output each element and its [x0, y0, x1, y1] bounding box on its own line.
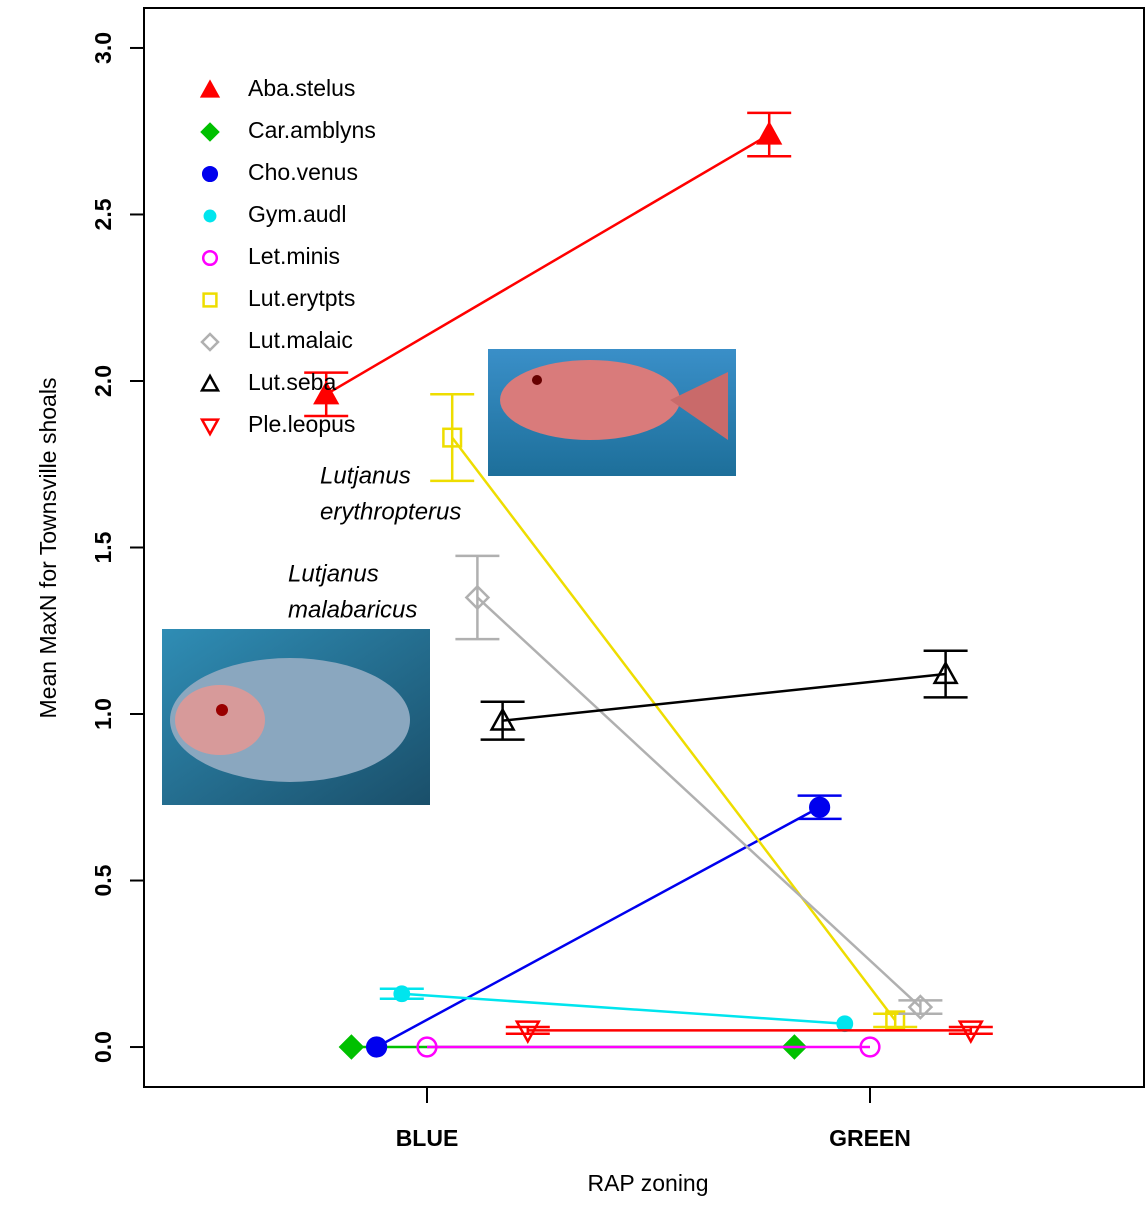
legend-marker — [201, 249, 219, 267]
x-tick-label: BLUE — [396, 1125, 459, 1151]
annotation: Lutjanus — [320, 462, 411, 489]
series-line — [476, 596, 922, 1008]
y-tick-label: 0.0 — [90, 1031, 116, 1063]
point — [416, 1036, 438, 1058]
error-bar — [948, 1025, 993, 1035]
legend-label: Cho.venus — [248, 159, 358, 185]
point — [809, 796, 831, 818]
legend-marker — [200, 332, 220, 352]
point — [442, 427, 463, 448]
series-line — [502, 672, 946, 722]
x-tick-label: GREEN — [829, 1125, 911, 1151]
annotation: Lutjanus — [288, 560, 379, 587]
legend-marker — [202, 292, 218, 308]
point — [932, 660, 959, 685]
legend-label: Let.minis — [248, 243, 340, 269]
point — [393, 985, 411, 1003]
point — [957, 1020, 984, 1044]
photo — [162, 629, 430, 805]
point — [836, 1015, 854, 1033]
legend-label: Lut.malaic — [248, 327, 353, 353]
legend-marker — [203, 209, 217, 223]
error-bar — [873, 1012, 918, 1029]
series-line — [401, 992, 845, 1025]
legend-label: Lut.seba — [248, 369, 336, 395]
photo — [488, 349, 736, 476]
y-axis-label: Mean MaxN for Townsville shoals — [35, 378, 61, 719]
point — [464, 584, 491, 611]
legend-label: Lut.erytpts — [248, 285, 355, 311]
point — [366, 1036, 388, 1058]
y-tick-label: 1.5 — [90, 531, 116, 563]
series-line — [325, 133, 770, 396]
point — [489, 707, 516, 731]
legend-label: Aba.stelus — [248, 75, 355, 101]
error-bar — [898, 999, 943, 1015]
annotation: erythropterus — [320, 498, 461, 525]
legend-label: Car.amblyns — [248, 117, 376, 143]
legend-marker — [200, 122, 220, 142]
y-tick-label: 2.0 — [90, 365, 116, 397]
legend-marker — [199, 373, 221, 392]
point — [338, 1034, 365, 1060]
point — [859, 1036, 881, 1058]
legend-marker — [199, 418, 221, 437]
y-tick-label: 2.5 — [90, 198, 116, 230]
error-bar — [505, 1025, 550, 1035]
error-bar — [455, 554, 500, 641]
legend-label: Gym.audl — [248, 201, 346, 227]
x-axis-label: RAP zoning — [587, 1170, 708, 1196]
point — [313, 380, 340, 405]
legend-label: Ple.leopus — [248, 411, 355, 437]
legend-marker — [199, 79, 221, 98]
series-line — [376, 806, 821, 1049]
annotation: malabaricus — [288, 596, 417, 623]
error-bar — [430, 393, 475, 483]
series-line — [451, 436, 897, 1022]
legend-marker — [201, 165, 219, 183]
y-tick-label: 3.0 — [90, 32, 116, 64]
point — [907, 994, 934, 1020]
y-tick-label: 1.0 — [90, 698, 116, 730]
y-tick-label: 0.5 — [90, 864, 116, 896]
point — [756, 120, 783, 145]
point — [514, 1020, 541, 1044]
error-bar — [923, 649, 968, 699]
